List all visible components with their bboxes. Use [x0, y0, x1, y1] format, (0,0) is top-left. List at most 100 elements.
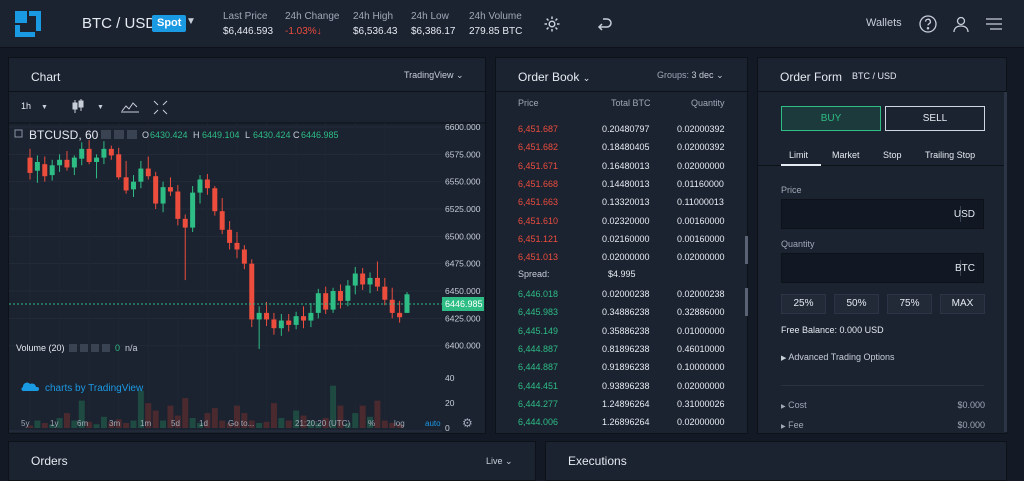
auto-toggle[interactable]: auto — [425, 419, 441, 428]
goto-link[interactable]: Go to... — [228, 419, 255, 428]
range-1d[interactable]: 1d — [199, 419, 208, 428]
ask-row[interactable]: 6,451.121 0.02160000 0.00160000 — [496, 231, 749, 249]
orders-filter-select[interactable]: Live ⌄ — [486, 456, 513, 466]
ask-row[interactable]: 6,451.671 0.16480013 0.02000000 — [496, 158, 749, 176]
chart-panel: Chart TradingView ⌄ 1h ▼ ▼ 6600.000 6575.… — [8, 57, 487, 435]
volume-settings-icon[interactable] — [80, 344, 88, 352]
tab-limit[interactable]: Limit — [789, 150, 809, 160]
user-icon[interactable] — [951, 14, 971, 34]
candle — [204, 179, 210, 189]
range-1y[interactable]: 1y — [50, 419, 59, 428]
pair-title[interactable]: BTC / USD — [82, 15, 157, 32]
spread-row: Spread: $4.995 — [518, 269, 636, 279]
collapse-icon[interactable] — [14, 129, 23, 138]
bid-row[interactable]: 6,444.887 0.81896238 0.46010000 — [496, 341, 749, 359]
chart-type-chevron-down-icon[interactable]: ▼ — [97, 104, 104, 111]
tradingview-credit[interactable]: charts by TradingView — [45, 383, 144, 394]
pair-chevron-down-icon[interactable]: ▼ — [186, 16, 196, 27]
candles-type-icon[interactable] — [72, 99, 84, 113]
volume-bar — [63, 413, 70, 428]
candle — [182, 218, 188, 228]
ask-row[interactable]: 6,451.687 0.20480797 0.02000392 — [496, 121, 749, 139]
range-3m[interactable]: 3m — [109, 419, 121, 428]
tab-stop[interactable]: Stop — [883, 150, 902, 160]
volume-axis: 40 20 0 — [445, 373, 455, 433]
fullscreen-icon[interactable] — [153, 100, 168, 115]
volume-bar — [233, 405, 240, 428]
volume-bar — [367, 416, 374, 428]
range-6m[interactable]: 6m — [77, 419, 89, 428]
volume-eye-icon[interactable] — [69, 344, 77, 352]
chart-settings-gear-icon[interactable]: ⚙ — [462, 416, 473, 430]
tradingview-cloud-icon[interactable] — [21, 382, 39, 392]
range-1m[interactable]: 1m — [140, 419, 152, 428]
range-5y[interactable]: 5y — [21, 419, 30, 428]
bid-price: 6,444.887 — [518, 343, 559, 354]
logo-icon[interactable] — [14, 10, 42, 38]
indicators-icon[interactable] — [121, 102, 139, 113]
quantity-input[interactable]: BTC — [781, 253, 984, 283]
candle — [108, 148, 114, 156]
settings-icon[interactable] — [114, 130, 124, 139]
order-form-scrollbar[interactable] — [1004, 92, 1007, 432]
interval-select[interactable]: 1h — [21, 101, 31, 111]
volume-bar — [374, 400, 381, 428]
bid-row[interactable]: 6,444.277 1.24896264 0.31000026 — [496, 396, 749, 414]
bid-quantity: 0.02000000 — [677, 380, 725, 391]
advanced-options-toggle[interactable]: ▶ Advanced Trading Options — [781, 352, 895, 362]
buy-button[interactable]: BUY — [781, 106, 881, 131]
bid-row[interactable]: 6,445.149 0.35886238 0.01000000 — [496, 323, 749, 341]
bid-row[interactable]: 6,446.018 0.02000238 0.02000238 — [496, 286, 749, 304]
candle — [352, 273, 358, 286]
ask-row[interactable]: 6,451.610 0.02320000 0.00160000 — [496, 213, 749, 231]
ask-row[interactable]: 6,451.663 0.13320013 0.11000013 — [496, 194, 749, 212]
ask-row[interactable]: 6,451.682 0.18480405 0.02000392 — [496, 139, 749, 157]
percent-toggle[interactable]: % — [368, 419, 376, 428]
asks-scrollbar[interactable] — [745, 236, 748, 264]
price-chart[interactable]: 1h ▼ ▼ 6600.0006575.0006550.0006525.0006… — [9, 93, 487, 435]
pct-75-button[interactable]: 75% — [887, 294, 932, 314]
ask-row[interactable]: 6,451.013 0.02000000 0.02000000 — [496, 249, 749, 267]
log-toggle[interactable]: log — [394, 419, 405, 428]
candle — [145, 168, 151, 177]
bid-row[interactable]: 6,444.887 0.91896238 0.10000000 — [496, 359, 749, 377]
sell-button[interactable]: SELL — [885, 106, 985, 131]
tab-market[interactable]: Market — [832, 150, 860, 160]
candle — [123, 177, 129, 191]
pct-50-button[interactable]: 50% — [834, 294, 879, 314]
pct-max-button[interactable]: MAX — [940, 294, 985, 314]
volume-label: Volume (20) — [16, 343, 65, 353]
groups-select[interactable]: Groups: 3 dec ⌄ — [657, 70, 724, 80]
candle — [308, 312, 314, 321]
bid-row[interactable]: 6,444.451 0.93896238 0.02000000 — [496, 378, 749, 396]
order-book-title[interactable]: Order Book ⌄ — [518, 70, 591, 84]
col-price: Price — [518, 98, 539, 108]
bid-row[interactable]: 6,445.983 0.34886238 0.32886000 — [496, 304, 749, 322]
volume-tick: 40 — [445, 373, 455, 383]
close-icon[interactable] — [127, 130, 137, 139]
gear-icon[interactable] — [542, 14, 562, 34]
ask-total: 0.02000000 — [602, 252, 650, 263]
interval-chevron-down-icon[interactable]: ▼ — [41, 104, 48, 111]
eye-icon[interactable] — [101, 130, 111, 139]
svg-text:H: H — [193, 130, 200, 140]
bid-row[interactable]: 6,444.006 1.26896264 0.02000000 — [496, 414, 749, 432]
candle — [367, 277, 373, 285]
volume-bar — [293, 410, 300, 428]
candle — [130, 181, 136, 190]
undo-icon[interactable] — [594, 14, 614, 34]
wallets-link[interactable]: Wallets — [866, 17, 902, 29]
bids-scrollbar[interactable] — [745, 288, 748, 316]
ask-quantity: 0.00160000 — [677, 233, 725, 244]
volume-close-icon[interactable] — [102, 344, 110, 352]
ask-row[interactable]: 6,451.668 0.14480013 0.01160000 — [496, 176, 749, 194]
price-input[interactable]: USD — [781, 199, 984, 229]
bid-price: 6,444.887 — [518, 362, 559, 373]
volume-more-icon[interactable] — [91, 344, 99, 352]
tab-trailing-stop[interactable]: Trailing Stop — [925, 150, 976, 160]
help-icon[interactable] — [918, 14, 938, 34]
pct-25-button[interactable]: 25% — [781, 294, 826, 314]
chart-provider-select[interactable]: TradingView ⌄ — [404, 70, 464, 80]
range-5d[interactable]: 5d — [171, 419, 180, 428]
menu-icon[interactable] — [984, 14, 1004, 34]
